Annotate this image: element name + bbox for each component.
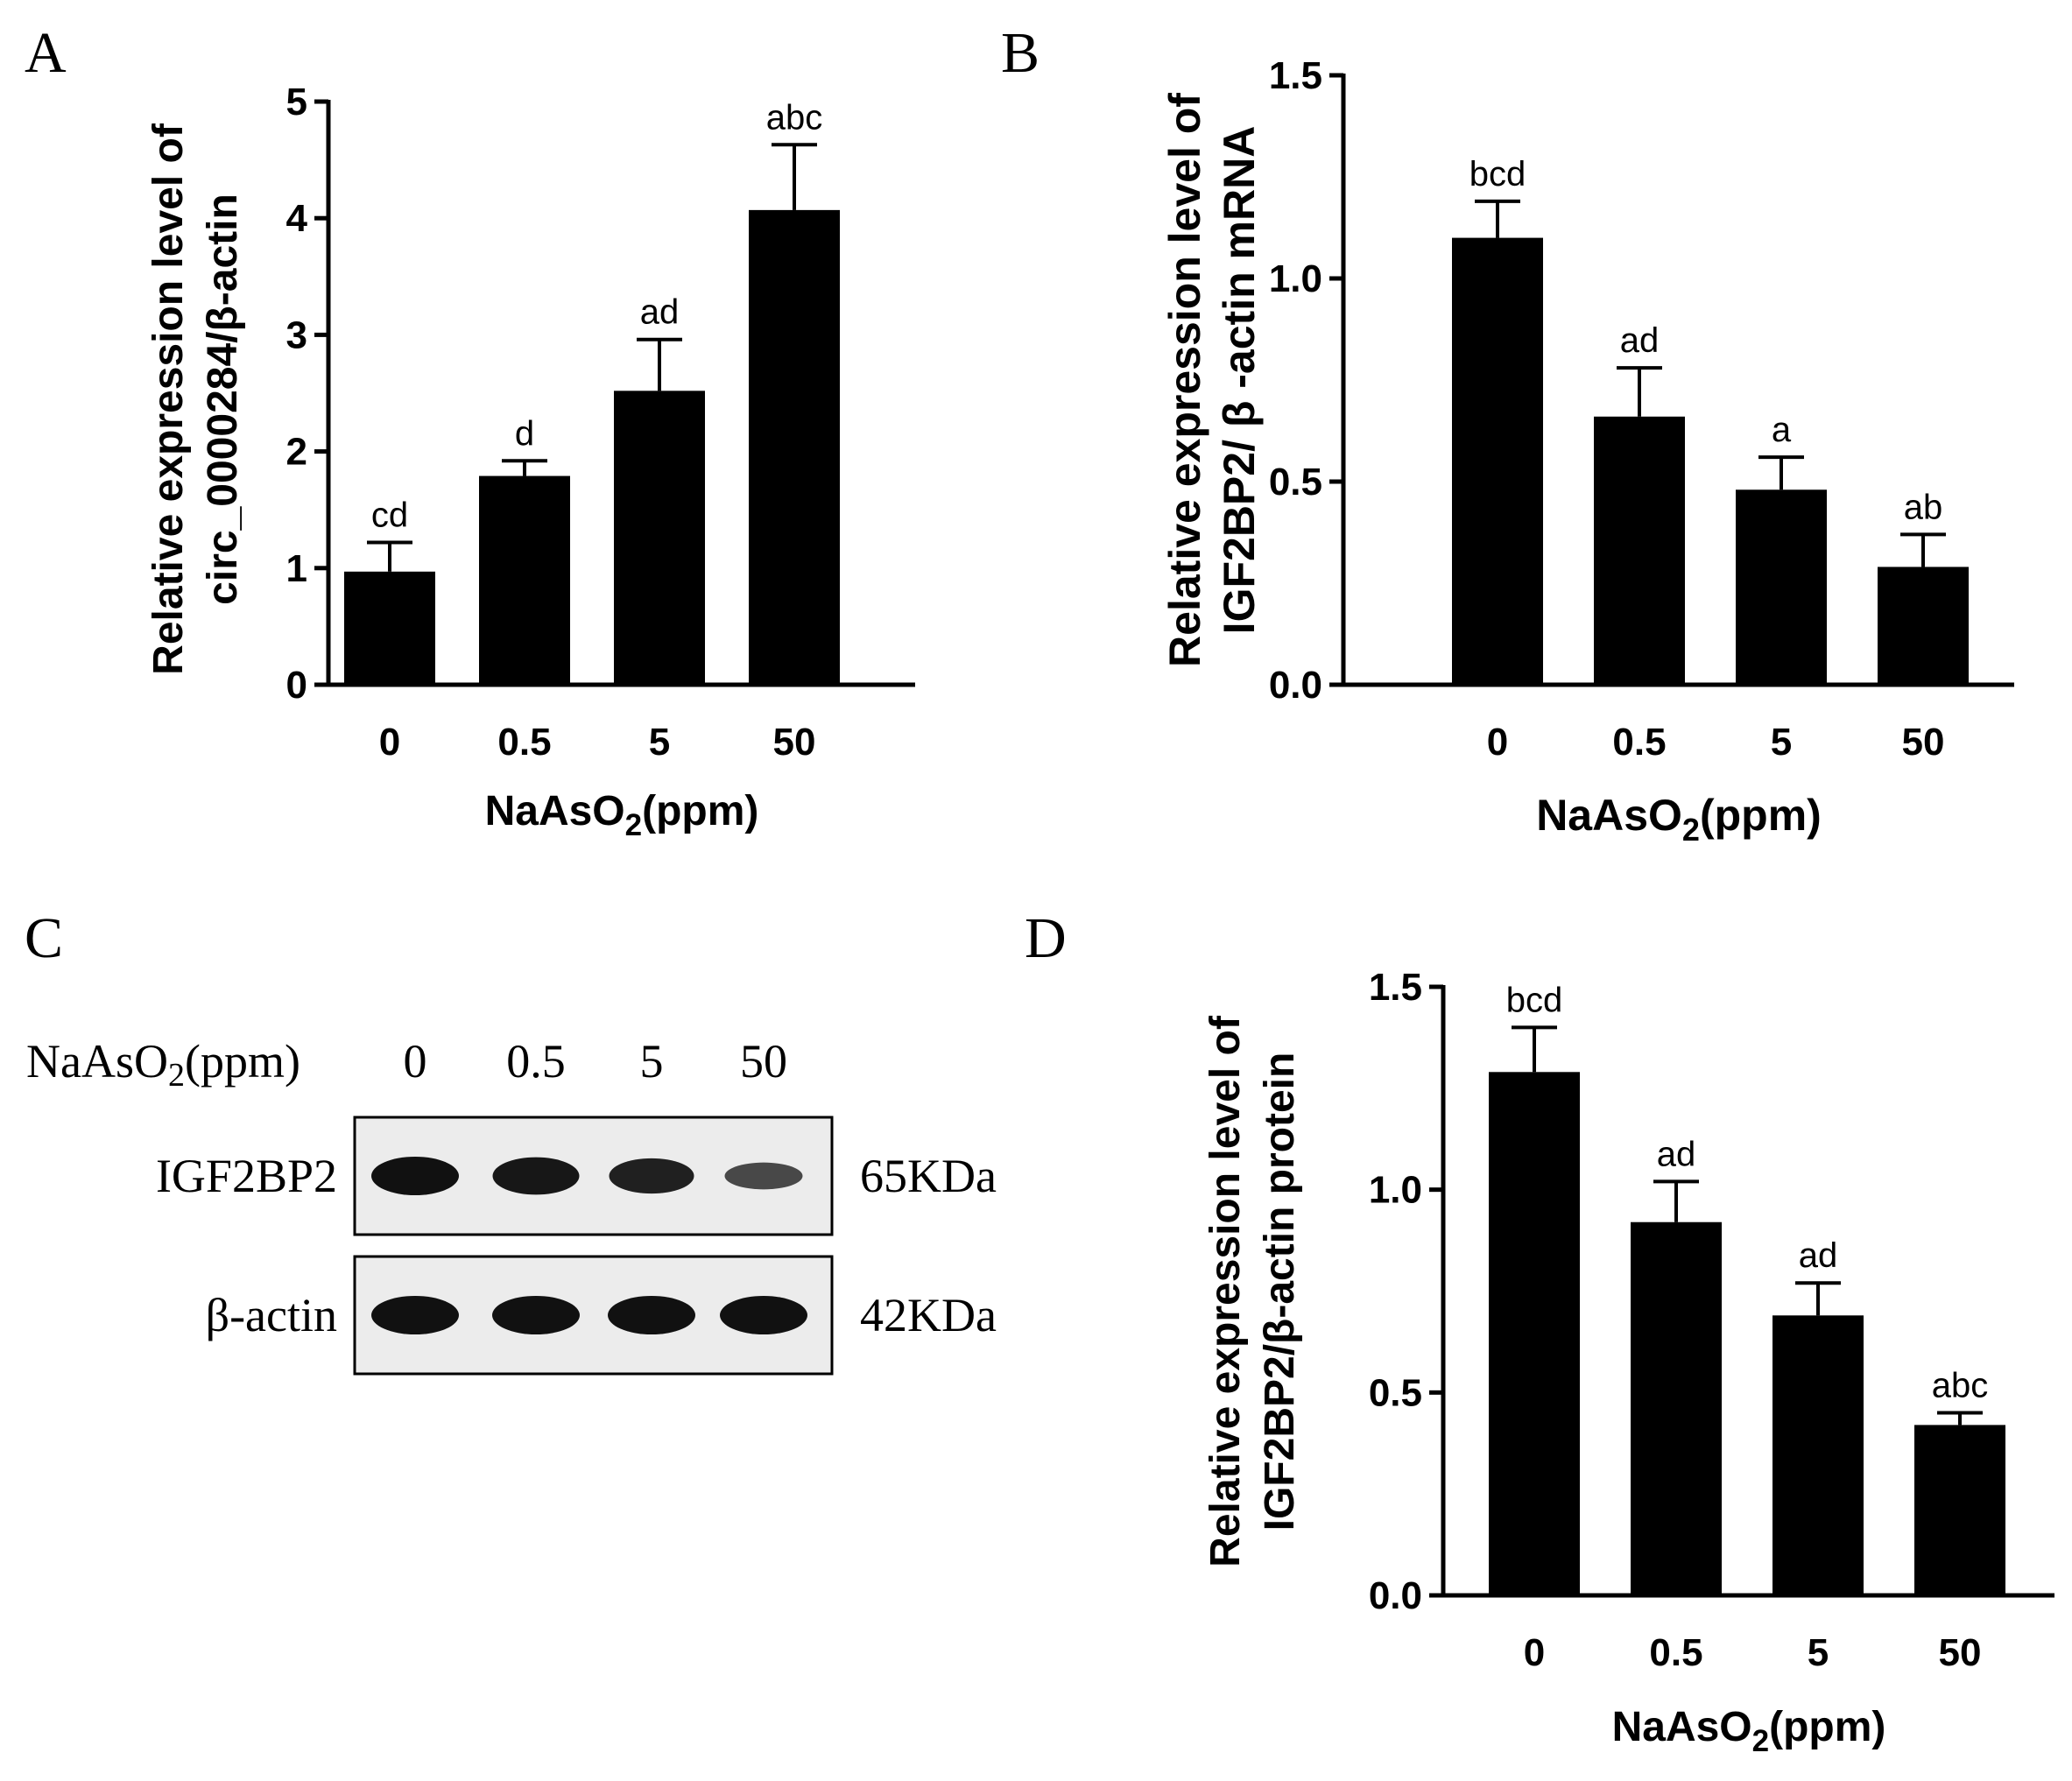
blot-rows: IGF2BP2 65KDa β-actin 42KDa [156,1116,997,1376]
bar [614,391,705,685]
x-axis-label: NaAsO2(ppm) [1612,1704,1886,1758]
x-tick-label: 5 [649,721,670,764]
blot-lane-label: 5 [640,1035,664,1088]
bar [344,571,435,685]
x-tick-label: 50 [1939,1631,1982,1674]
panel-label-a: A [25,21,67,85]
x-tick-label: 0.5 [497,721,551,764]
blot-size-label: 65KDa [860,1150,997,1202]
y-tick-label: 1.5 [1369,966,1422,1009]
x-axis-label-main: NaAsO [485,788,625,834]
panel-label-b: B [1001,21,1040,85]
x-axis-label-subscript: 2 [1752,1724,1769,1758]
y-tick-label: 3 [286,313,307,356]
significance-label: d [515,414,534,453]
significance-label: ad [640,293,680,332]
y-tick-label: 0 [286,664,307,707]
significance-label: bcd [1506,981,1563,1019]
y-tick-label: 1.0 [1269,257,1322,300]
y-tick-label: 5 [286,81,307,123]
y-axis-label-line-1: Relative expression level of [1202,1015,1249,1567]
bar [1914,1425,2005,1595]
blot-lane-labels: 0 0.5 5 50 [404,1035,788,1088]
x-tick-label: 50 [1902,721,1945,764]
chart-panel-b: 0.0 0.5 1.0 1.5 bcd 0 ad 0.5 a 5 ab 50 NaAsO2(ppm) Re… [1160,54,2014,848]
x-tick-label: 0.5 [1649,1631,1702,1674]
x-axis-label: NaAsO2(ppm) [1536,791,1822,848]
y-axis-label-line-2: circ_0000284/β-actin [200,194,246,605]
bar [749,209,840,686]
y-tick-label: 0.5 [1269,461,1322,503]
x-tick-label: 0 [379,721,400,764]
significance-label: abc [766,98,823,137]
panel-label-c: C [25,906,63,970]
y-axis-label-line-1: Relative expression level of [145,123,192,675]
y-axis-label-line-1: Relative expression level of [1160,93,1209,667]
significance-label: ab [1904,488,1943,526]
y-tick-label: 0.0 [1269,664,1322,707]
blot-protein-label: β-actin [206,1289,337,1341]
x-axis-label-unit: (ppm) [1700,791,1822,840]
chart-panel-a: 012345cd0d0.5ad5abc50NaAsO2(ppm)Relative… [145,81,915,842]
significance-label: ad [1620,321,1660,360]
blot-treatment-label: NaAsO2(ppm) [26,1035,300,1094]
x-axis-label-unit: (ppm) [1769,1704,1885,1750]
bar [479,475,570,685]
x-tick-label: 0.5 [1612,721,1666,764]
significance-label: cd [371,496,408,534]
y-axis-label-line-2: IGF2BP2/β-actin protein [1257,1052,1303,1531]
x-axis-label-subscript: 2 [625,808,642,842]
bar [1772,1315,1864,1595]
bar [1878,567,1969,685]
x-axis-label-unit: (ppm) [642,788,758,834]
blot-band [371,1157,459,1195]
blot-band [609,1158,694,1194]
significance-label: bcd [1469,155,1526,194]
x-tick-label: 50 [773,721,816,764]
western-blot-panel: NaAsO2(ppm) 0 0.5 5 50 IGF2BP2 65KDa β-actin 4… [26,1035,997,1376]
x-tick-label: 5 [1771,721,1792,764]
x-axis-label-main: NaAsO [1612,1704,1752,1750]
bar [1594,416,1685,685]
x-tick-label: 5 [1808,1631,1829,1674]
significance-label: a [1772,411,1792,449]
panel-label-d: D [1025,906,1067,970]
blot-band [720,1296,807,1334]
blot-size-label: 42KDa [860,1289,997,1341]
blot-band [724,1162,803,1190]
blot-protein-label: IGF2BP2 [156,1150,337,1202]
bar [1452,237,1543,685]
x-tick-label: 0 [1487,721,1508,764]
chart-panel-d: 0.0 0.5 1.0 1.5 bcd 0 ad 0.5 ad 5 abc 50 NaAsO2(ppm)… [1202,966,2054,1758]
y-tick-label: 1 [286,547,307,590]
blot-lane-label: 0 [404,1035,427,1088]
blot-lane-label: 50 [740,1035,787,1088]
significance-label: ad [1799,1236,1838,1275]
blot-band [608,1296,695,1334]
blot-lane-label: 0.5 [506,1035,566,1088]
bar [1489,1072,1580,1595]
y-tick-label: 0.5 [1369,1371,1422,1414]
x-axis-label-main: NaAsO [1536,791,1682,840]
blot-band [492,1157,580,1195]
y-axis-label-line-2: IGF2BP2/ β -actin mRNA [1215,126,1264,635]
x-tick-label: 0 [1524,1631,1545,1674]
bar [1736,489,1827,685]
y-tick-label: 4 [286,197,308,240]
y-tick-label: 0.0 [1369,1574,1422,1617]
x-axis-label: NaAsO2(ppm) [485,788,759,842]
y-tick-label: 2 [286,431,307,474]
y-tick-label: 1.5 [1269,54,1322,97]
y-tick-label: 1.0 [1369,1169,1422,1212]
blot-band [492,1296,580,1334]
significance-label: abc [1932,1367,1989,1405]
blot-band [371,1296,459,1334]
bar [1631,1221,1722,1595]
x-axis-label-subscript: 2 [1682,812,1700,848]
significance-label: ad [1657,1135,1696,1173]
